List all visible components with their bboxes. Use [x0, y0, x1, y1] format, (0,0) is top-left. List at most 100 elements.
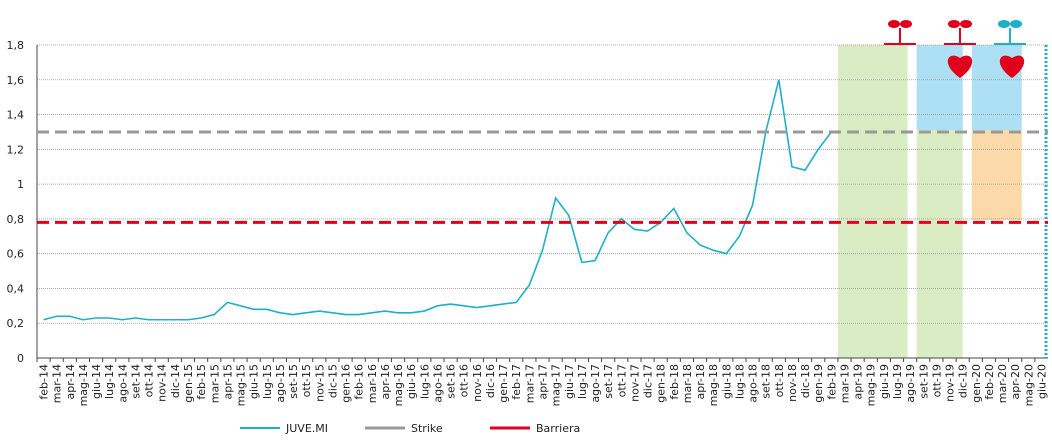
x-tick-label: nov-16 [471, 364, 484, 402]
icon [900, 20, 912, 28]
x-tick-label: apr-17 [537, 364, 550, 400]
x-tick-label: mar-20 [996, 364, 1009, 403]
x-tick-label: ott-14 [143, 364, 156, 397]
x-tick-label: apr-14 [64, 364, 77, 400]
x-tick-label: ott-18 [773, 364, 786, 397]
x-tick-label: giu-19 [878, 364, 891, 399]
x-tick-label: ott-17 [615, 364, 628, 397]
x-tick-label: set-19 [917, 364, 930, 399]
x-tick-label: dic-14 [169, 364, 182, 398]
x-tick-label: ott-19 [930, 364, 943, 397]
x-tick-label: feb-15 [195, 364, 208, 400]
x-tick-label: gen-16 [340, 364, 353, 403]
x-tick-label: set-14 [129, 364, 142, 399]
y-tick-label: 1,4 [7, 109, 25, 122]
x-tick-label: mag-19 [865, 364, 878, 406]
x-tick-label: mag-17 [550, 364, 563, 406]
x-tick-label: nov-17 [628, 364, 641, 402]
x-tick-label: set-15 [287, 364, 300, 399]
x-tick-label: giu-15 [248, 364, 261, 399]
x-tick-label: gen-15 [182, 364, 195, 403]
period-zone [837, 45, 908, 358]
x-tick-label: apr-16 [379, 364, 392, 400]
icon [948, 20, 960, 28]
x-tick-label: lug-18 [733, 364, 746, 399]
x-tick-label: ott-15 [300, 364, 313, 397]
x-tick-label: apr-18 [694, 364, 707, 400]
x-tick-label: mag-14 [77, 364, 90, 406]
x-tick-label: set-17 [602, 364, 615, 399]
price-line [43, 79, 832, 321]
x-tick-label: gen-19 [812, 364, 825, 403]
x-tick-label: mar-16 [366, 364, 379, 403]
x-tick-label: mar-14 [51, 364, 64, 403]
legend-label: Barriera [536, 422, 580, 435]
y-tick-label: 1,2 [7, 143, 25, 156]
x-tick-label: lug-16 [418, 364, 431, 399]
legend-label: JUVE.MI [285, 422, 328, 435]
x-tick-label: giu-17 [563, 364, 576, 399]
x-tick-label: apr-15 [221, 364, 234, 400]
period-zone [971, 130, 1022, 220]
x-tick-label: dic-18 [799, 364, 812, 398]
y-tick-label: 1,8 [7, 39, 25, 52]
x-tick-label: nov-14 [156, 364, 169, 402]
x-tick-label: dic-19 [957, 364, 970, 398]
x-tick-label: lug-15 [261, 364, 274, 399]
x-tick-label: mag-15 [235, 364, 248, 406]
y-tick-label: 1 [17, 178, 24, 191]
x-tick-label: ago-14 [116, 364, 129, 403]
y-tick-label: 1,6 [7, 74, 25, 87]
x-tick-label: mag-18 [707, 364, 720, 406]
x-tick-label: mar-18 [681, 364, 694, 403]
icon [888, 20, 900, 28]
x-tick-label: giu-18 [720, 364, 733, 399]
y-tick-label: 0 [17, 352, 24, 365]
y-tick-label: 0,4 [7, 282, 25, 295]
x-tick-label: apr-19 [852, 364, 865, 400]
x-tick-label: mar-15 [208, 364, 221, 403]
y-tick-label: 0,8 [7, 213, 25, 226]
x-tick-label: gen-17 [497, 364, 510, 403]
x-tick-label: dic-15 [326, 364, 339, 398]
y-tick-label: 0,6 [7, 248, 25, 261]
y-tick-label: 0,2 [7, 317, 25, 330]
icon [947, 55, 973, 78]
x-tick-label: mar-19 [838, 364, 851, 403]
x-tick-label: ott-16 [458, 364, 471, 397]
legend-label: Strike [411, 422, 443, 435]
x-tick-label: mag-20 [1022, 364, 1035, 406]
x-tick-label: ago-15 [274, 364, 287, 403]
x-tick-label: feb-18 [668, 364, 681, 400]
x-tick-label: ago-17 [589, 364, 602, 403]
x-tick-label: dic-16 [484, 364, 497, 398]
x-tick-label: feb-17 [510, 364, 523, 400]
x-tick-label: lug-17 [576, 364, 589, 399]
icon [999, 55, 1025, 78]
x-tick-label: giu-20 [1035, 364, 1048, 399]
x-tick-label: feb-14 [38, 364, 51, 400]
x-tick-label: ago-18 [747, 364, 760, 403]
x-tick-label: mag-16 [392, 364, 405, 406]
x-tick-label: feb-20 [983, 364, 996, 400]
x-tick-label: nov-15 [313, 364, 326, 402]
x-tick-label: giu-16 [405, 364, 418, 399]
icon [1010, 20, 1022, 28]
x-tick-label: gen-20 [970, 364, 983, 403]
x-tick-label: set-16 [445, 364, 458, 399]
x-tick-label: dic-17 [642, 364, 655, 398]
x-tick-label: giu-14 [90, 364, 103, 399]
icon [998, 20, 1010, 28]
x-tick-label: feb-19 [825, 364, 838, 400]
x-tick-label: mar-17 [523, 364, 536, 403]
x-tick-label: ago-19 [904, 364, 917, 403]
x-tick-label: apr-20 [1009, 364, 1022, 400]
x-tick-label: nov-18 [786, 364, 799, 402]
icon [960, 20, 972, 28]
x-tick-label: feb-16 [353, 364, 366, 400]
x-tick-label: lug-19 [891, 364, 904, 399]
x-tick-label: gen-18 [655, 364, 668, 403]
x-tick-label: set-18 [760, 364, 773, 399]
x-tick-label: nov-19 [944, 364, 957, 402]
